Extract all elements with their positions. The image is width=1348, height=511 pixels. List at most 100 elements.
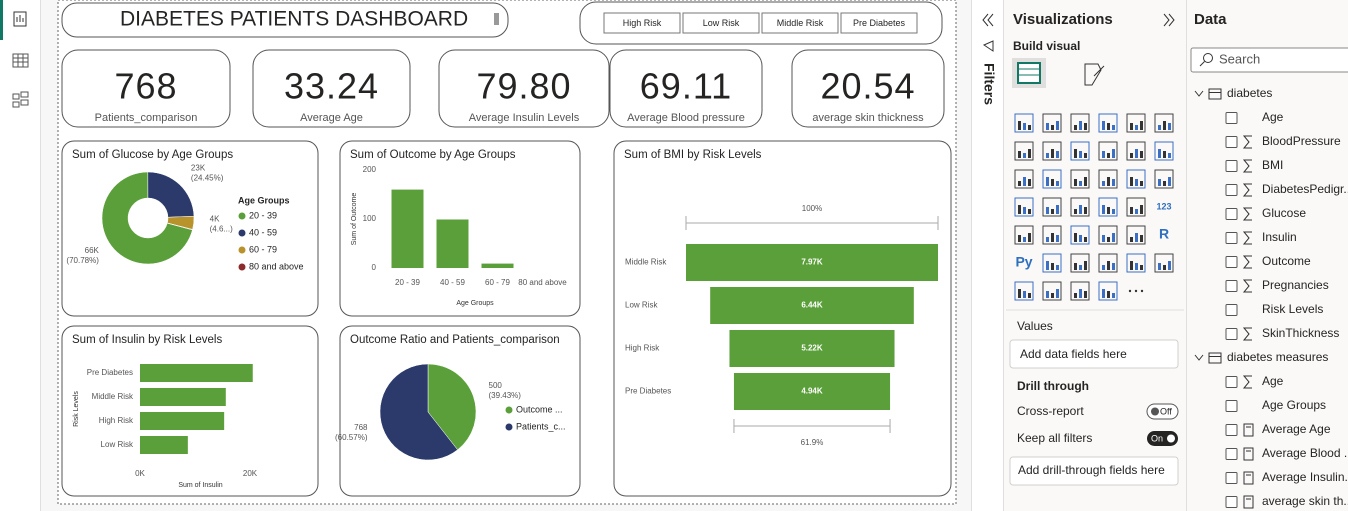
visual-type-icon[interactable]	[1154, 169, 1174, 189]
more-icon[interactable]	[1128, 289, 1132, 293]
visual-type-icon[interactable]	[1070, 169, 1090, 189]
drill-placeholder[interactable]: Add drill-through fields here	[1018, 463, 1165, 477]
legend-label[interactable]: Patients_c...	[516, 421, 566, 431]
table-visual-icon[interactable]	[1017, 62, 1041, 84]
funnel-bar[interactable]	[729, 330, 895, 367]
slicer-label[interactable]: Middle Risk	[777, 18, 824, 28]
funnel-bar[interactable]	[710, 287, 914, 324]
bar[interactable]	[140, 412, 225, 430]
bar[interactable]	[140, 388, 226, 406]
visual-type-icon[interactable]	[1042, 113, 1062, 133]
slicer-label[interactable]: Low Risk	[703, 18, 740, 28]
field-checkbox[interactable]	[1225, 304, 1238, 316]
bar[interactable]	[391, 189, 424, 268]
field-checkbox[interactable]	[1225, 496, 1238, 508]
search-placeholder[interactable]: Search	[1219, 51, 1260, 66]
field-name[interactable]: SkinThickness	[1262, 326, 1339, 340]
field-name[interactable]: Risk Levels	[1262, 302, 1323, 316]
bar[interactable]	[140, 436, 188, 454]
visual-type-icon[interactable]	[1126, 225, 1146, 245]
field-checkbox[interactable]	[1225, 256, 1238, 268]
visual-type-icon[interactable]	[1042, 281, 1062, 301]
visual-type-icon[interactable]	[1070, 225, 1090, 245]
visual-type-icon[interactable]: 123	[1156, 201, 1171, 211]
visual-type-icon[interactable]	[1042, 141, 1062, 161]
visual-type-icon[interactable]	[1126, 169, 1146, 189]
field-name[interactable]: Average Blood ...	[1262, 446, 1348, 460]
funnel-bar[interactable]	[686, 244, 938, 281]
field-checkbox[interactable]	[1225, 208, 1238, 220]
visual-type-icon[interactable]	[1098, 253, 1118, 273]
field-checkbox[interactable]	[1225, 184, 1238, 196]
report-view-icon[interactable]	[13, 11, 27, 27]
field-name[interactable]: Outcome	[1262, 254, 1311, 268]
visual-type-icon[interactable]	[1154, 253, 1174, 273]
slicer-label[interactable]: Pre Diabetes	[853, 18, 906, 28]
legend-label[interactable]: Outcome ...	[516, 404, 563, 414]
visual-type-icon[interactable]	[1014, 281, 1034, 301]
visual-type-icon[interactable]	[1098, 141, 1118, 161]
field-checkbox[interactable]	[1225, 328, 1238, 340]
field-name[interactable]: Pregnancies	[1262, 278, 1329, 292]
expand-icon[interactable]	[1163, 13, 1170, 27]
visual-type-icon[interactable]: R	[1159, 226, 1169, 242]
visual-type-icon[interactable]	[1070, 141, 1090, 161]
slicer-button[interactable]	[603, 12, 681, 34]
visual-type-icon[interactable]	[1014, 141, 1034, 161]
visual-type-icon[interactable]	[1098, 281, 1118, 301]
table-name[interactable]: diabetes	[1227, 86, 1272, 100]
visual-type-icon[interactable]	[1070, 197, 1090, 217]
visual-type-icon[interactable]	[1098, 169, 1118, 189]
field-checkbox[interactable]	[1225, 472, 1238, 484]
table-view-icon[interactable]	[12, 53, 29, 68]
visual-type-icon[interactable]	[1042, 253, 1062, 273]
field-name[interactable]: Glucose	[1262, 206, 1306, 220]
visual-type-icon[interactable]	[1042, 169, 1062, 189]
collapse-icon[interactable]	[982, 13, 989, 27]
more-icon[interactable]	[1134, 289, 1138, 293]
visual-type-icon[interactable]	[1014, 113, 1034, 133]
visual-type-icon[interactable]	[1154, 113, 1174, 133]
slicer-button[interactable]	[761, 12, 839, 34]
collapse-icon[interactable]	[987, 13, 994, 27]
visual-type-icon[interactable]	[1070, 113, 1090, 133]
field-checkbox[interactable]	[1225, 376, 1238, 388]
field-name[interactable]: Age	[1262, 110, 1284, 124]
slicer-button[interactable]	[840, 12, 918, 34]
slicer-button[interactable]	[682, 12, 760, 34]
values-placeholder[interactable]: Add data fields here	[1020, 347, 1127, 361]
table-name[interactable]: diabetes measures	[1227, 350, 1328, 364]
field-name[interactable]: BMI	[1262, 158, 1283, 172]
visual-type-icon[interactable]	[1070, 253, 1090, 273]
visual-type-icon[interactable]	[1126, 141, 1146, 161]
visual-type-icon[interactable]	[1042, 225, 1062, 245]
format-icon[interactable]	[1084, 63, 1105, 86]
legend-label[interactable]: 60 - 79	[249, 244, 277, 254]
visual-type-icon[interactable]	[1154, 141, 1174, 161]
drill-well[interactable]	[1009, 456, 1179, 486]
field-name[interactable]: Age Groups	[1262, 398, 1326, 412]
expand-chevron[interactable]	[1194, 354, 1204, 361]
visual-type-icon[interactable]	[1098, 197, 1118, 217]
funnel-bar[interactable]	[733, 373, 891, 410]
expand-chevron[interactable]	[1194, 90, 1204, 97]
visual-type-icon[interactable]	[1014, 169, 1034, 189]
visual-type-icon[interactable]	[1098, 225, 1118, 245]
visual-type-icon[interactable]	[1070, 281, 1090, 301]
field-checkbox[interactable]	[1225, 400, 1238, 412]
slicer-label[interactable]: High Risk	[623, 18, 662, 28]
visual-type-icon[interactable]	[1042, 197, 1062, 217]
visual-type-icon[interactable]: Py	[1015, 254, 1032, 270]
field-checkbox[interactable]	[1225, 112, 1238, 124]
more-icon[interactable]	[1140, 289, 1144, 293]
field-name[interactable]: Age	[1262, 374, 1284, 388]
bar[interactable]	[140, 364, 253, 382]
field-checkbox[interactable]	[1225, 448, 1238, 460]
search-box[interactable]	[1190, 47, 1348, 73]
visual-type-icon[interactable]	[1098, 113, 1118, 133]
field-name[interactable]: average skin th...	[1262, 494, 1348, 508]
field-name[interactable]: BloodPressure	[1262, 134, 1341, 148]
values-well[interactable]	[1009, 339, 1179, 369]
visual-type-icon[interactable]	[1014, 225, 1034, 245]
visual-type-icon[interactable]	[1126, 197, 1146, 217]
